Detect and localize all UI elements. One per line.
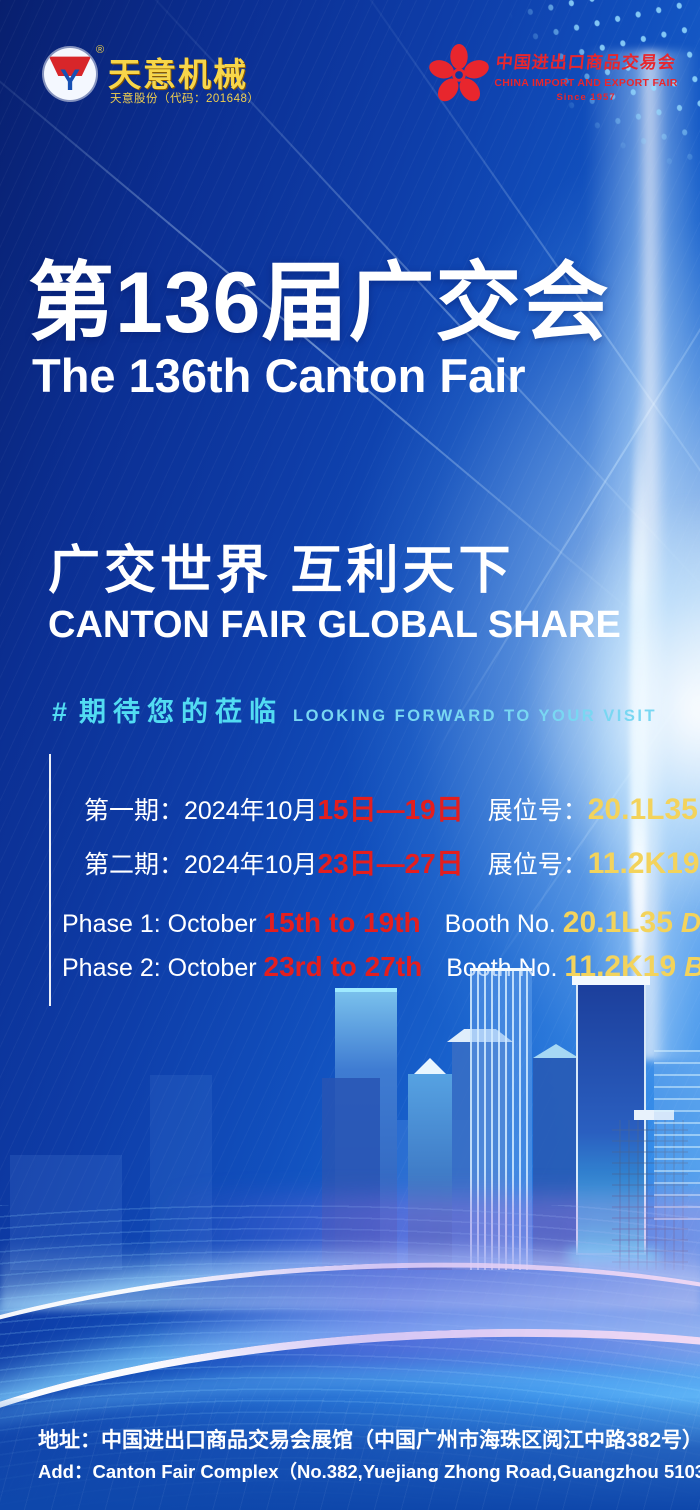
- phase1-dates-zh: 15日—19日: [317, 794, 464, 825]
- building: [408, 1058, 452, 1270]
- slogan-zh: 广交世界 互利天下: [48, 542, 515, 600]
- canton-fair-logo: 中国进出口商品交易会 CHINA IMPORT AND EXPORT FAIR …: [428, 40, 678, 120]
- booth-label-zh: 展位号：: [487, 797, 588, 825]
- kapok-flower-icon: [429, 44, 489, 102]
- fair-name-zh: 中国进出口商品交易会: [494, 53, 677, 72]
- building: [150, 1075, 212, 1270]
- emblem-red-shape: [49, 56, 91, 76]
- slogan-en: CANTON FAIR GLOBAL SHARE: [48, 604, 621, 646]
- phase1-booth: 20.1L35: [587, 793, 698, 826]
- phase1-prefix-zh: 第一期：2024年10月: [84, 797, 318, 825]
- phase2-booth: 11.2K19: [587, 847, 700, 880]
- phase2-dates-zh: 23日—27日: [317, 848, 464, 879]
- brand-logo-icon: Y: [44, 48, 96, 100]
- address-footer: 地址：中国进出口商品交易会展馆（中国广州市海珠区阅江中路382号） Add：Ca…: [0, 1398, 700, 1510]
- phase1-booth-en: 20.1L35: [562, 906, 673, 939]
- light-glow: [520, 500, 700, 920]
- hash-mark: #: [52, 697, 68, 727]
- address-en: Add：Canton Fair Complex（No.382,Yuejiang …: [38, 1461, 700, 1482]
- fair-since: Since 1957: [556, 92, 616, 103]
- phase1-prefix-en: Phase 1: October: [62, 910, 264, 938]
- fair-name-en: CHINA IMPORT AND EXPORT FAIR: [494, 77, 678, 89]
- main-title-zh: 第136届广交会: [28, 255, 610, 351]
- phase2-prefix-zh: 第二期：2024年10月: [84, 851, 318, 879]
- invitation-zh: 期待您的莅临: [79, 697, 284, 727]
- emblem-y-shape: Y: [59, 64, 80, 97]
- fair-logo-text: 中国进出口商品交易会 CHINA IMPORT AND EXPORT FAIR …: [494, 48, 678, 103]
- phase2-prefix-en: Phase 2: October: [62, 954, 264, 982]
- phase1-dates-en: 15th to 19th: [263, 907, 421, 938]
- booth-label-zh: 展位号：: [487, 851, 588, 879]
- brand-logo: Y ® 天意机械 天意股份（代码：201648）: [44, 44, 304, 116]
- building: [654, 1050, 700, 1220]
- building: [322, 1078, 380, 1270]
- address-zh: 地址：中国进出口商品交易会展馆（中国广州市海珠区阅江中路382号）: [38, 1429, 700, 1452]
- invitation-line: # 期待您的莅临 LOOKING FORWARD TO YOUR VISIT: [52, 690, 657, 729]
- phase1-row-en: Phase 1: October 15th to 19th Booth No. 2…: [62, 901, 700, 941]
- schedule-divider-line: [49, 754, 51, 1006]
- city-skyline: [0, 960, 700, 1310]
- booth-label-en: Booth No.: [444, 910, 563, 938]
- phase2-dates-en: 23rd to 27th: [263, 951, 423, 982]
- phase2-hall-en: B区: [684, 951, 700, 982]
- invitation-en: LOOKING FORWARD TO YOUR VISIT: [293, 707, 658, 725]
- brand-stock-code: 天意股份（代码：201648）: [110, 93, 260, 105]
- skyline-fog: [0, 1240, 700, 1310]
- phase1-hall-en: D区: [680, 907, 700, 938]
- purple-tint: [160, 1195, 700, 1365]
- registered-mark: ®: [96, 44, 105, 56]
- main-title-en: The 136th Canton Fair: [32, 349, 526, 402]
- building: [533, 1058, 579, 1270]
- brand-name: 天意机械: [108, 56, 248, 93]
- building: [470, 968, 532, 1270]
